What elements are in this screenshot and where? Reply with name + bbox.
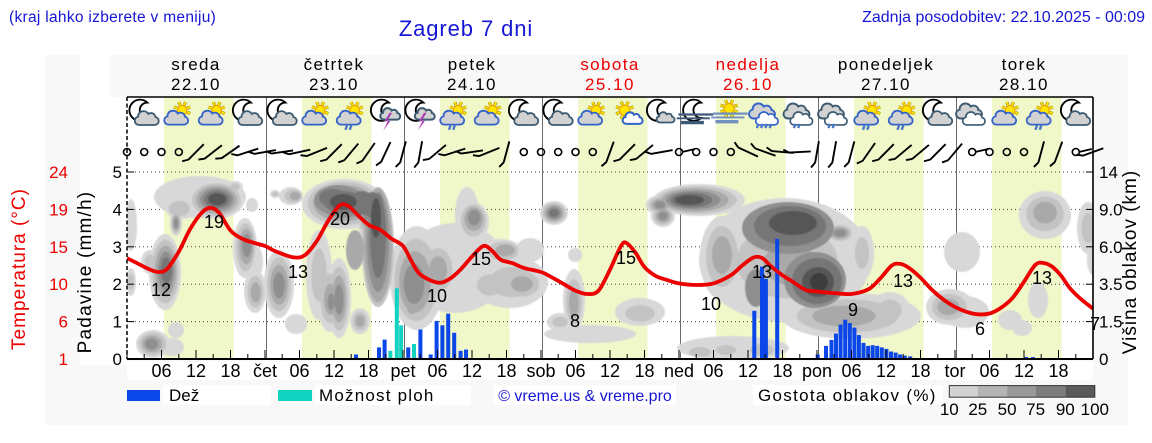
svg-text:15: 15 — [471, 249, 491, 269]
svg-text:14: 14 — [1099, 163, 1118, 182]
svg-text:18: 18 — [358, 361, 378, 381]
svg-text:1.5: 1.5 — [1099, 313, 1123, 332]
svg-text:24: 24 — [49, 163, 68, 182]
svg-text:13: 13 — [288, 262, 308, 282]
svg-text:06: 06 — [565, 361, 585, 381]
svg-text:13: 13 — [893, 271, 913, 291]
svg-text:10: 10 — [701, 294, 721, 314]
svg-text:13: 13 — [1032, 268, 1052, 288]
svg-text:10: 10 — [49, 275, 68, 294]
svg-text:12: 12 — [151, 280, 171, 300]
svg-text:06: 06 — [289, 361, 309, 381]
svg-text:ponedeljek: ponedeljek — [838, 55, 934, 74]
svg-text:pon: pon — [802, 361, 832, 381]
svg-text:sob: sob — [526, 361, 555, 381]
svg-text:18: 18 — [220, 361, 240, 381]
svg-text:Možnost ploh: Možnost ploh — [319, 386, 435, 405]
svg-text:75: 75 — [1026, 400, 1045, 419]
svg-text:0: 0 — [113, 350, 122, 369]
svg-text:06: 06 — [703, 361, 723, 381]
svg-text:5: 5 — [113, 163, 122, 182]
svg-text:torek: torek — [1002, 55, 1047, 74]
svg-text:12: 12 — [738, 361, 758, 381]
svg-text:12: 12 — [1014, 361, 1034, 381]
svg-text:8: 8 — [570, 311, 580, 331]
svg-text:6: 6 — [975, 319, 985, 339]
svg-text:13: 13 — [752, 262, 772, 282]
svg-text:Zadnja posodobitev: 22.10.2025: Zadnja posodobitev: 22.10.2025 - 00:09 — [862, 9, 1145, 26]
svg-text:10: 10 — [940, 400, 959, 419]
svg-text:ned: ned — [664, 361, 694, 381]
svg-text:06: 06 — [841, 361, 861, 381]
svg-text:sobota: sobota — [580, 55, 639, 74]
svg-text:23.10: 23.10 — [309, 75, 359, 94]
svg-text:(kraj lahko izberete v meniju): (kraj lahko izberete v meniju) — [9, 9, 216, 26]
svg-text:pet: pet — [390, 361, 415, 381]
svg-text:28.10: 28.10 — [999, 75, 1049, 94]
svg-text:19: 19 — [49, 200, 68, 219]
svg-text:18: 18 — [634, 361, 654, 381]
svg-text:20: 20 — [330, 209, 350, 229]
svg-text:06: 06 — [427, 361, 447, 381]
svg-text:19: 19 — [204, 212, 224, 232]
svg-text:25.10: 25.10 — [585, 75, 635, 94]
svg-text:0: 0 — [1099, 350, 1108, 369]
svg-text:10: 10 — [427, 286, 447, 306]
svg-text:25: 25 — [968, 400, 987, 419]
svg-text:15: 15 — [49, 238, 68, 257]
svg-text:Gostota oblakov (%): Gostota oblakov (%) — [758, 386, 937, 405]
svg-text:6.0: 6.0 — [1099, 238, 1123, 257]
svg-text:27.10: 27.10 — [861, 75, 911, 94]
svg-text:18: 18 — [1048, 361, 1068, 381]
svg-text:50: 50 — [998, 400, 1017, 419]
svg-text:7: 7 — [1090, 314, 1100, 334]
svg-text:12: 12 — [600, 361, 620, 381]
svg-text:18: 18 — [910, 361, 930, 381]
svg-text:tor: tor — [944, 361, 965, 381]
svg-text:Temperatura (°C): Temperatura (°C) — [9, 188, 30, 350]
svg-text:nedelja: nedelja — [716, 55, 781, 74]
svg-text:Padavine (mm/h): Padavine (mm/h) — [75, 191, 96, 354]
svg-text:6: 6 — [59, 313, 68, 332]
svg-text:1: 1 — [59, 350, 68, 369]
svg-text:© vreme.us & vreme.pro: © vreme.us & vreme.pro — [498, 388, 672, 405]
svg-text:12: 12 — [186, 361, 206, 381]
svg-text:sreda: sreda — [171, 55, 221, 74]
svg-text:90: 90 — [1056, 400, 1075, 419]
svg-text:4: 4 — [113, 200, 122, 219]
svg-text:3.5: 3.5 — [1099, 275, 1123, 294]
svg-text:26.10: 26.10 — [723, 75, 773, 94]
svg-text:22.10: 22.10 — [171, 75, 221, 94]
svg-text:9.0: 9.0 — [1099, 200, 1123, 219]
svg-text:12: 12 — [324, 361, 344, 381]
svg-text:24.10: 24.10 — [447, 75, 497, 94]
svg-text:06: 06 — [979, 361, 999, 381]
svg-text:Višina oblakov (km): Višina oblakov (km) — [1120, 170, 1141, 354]
svg-text:12: 12 — [876, 361, 896, 381]
svg-text:15: 15 — [616, 248, 636, 268]
svg-text:1: 1 — [113, 313, 122, 332]
svg-text:Dež: Dež — [169, 386, 199, 405]
svg-text:12: 12 — [462, 361, 482, 381]
svg-text:čet: čet — [253, 361, 277, 381]
svg-text:100: 100 — [1081, 400, 1109, 419]
svg-text:petek: petek — [448, 55, 497, 74]
svg-text:9: 9 — [848, 300, 858, 320]
svg-text:3: 3 — [113, 238, 122, 257]
svg-text:06: 06 — [151, 361, 171, 381]
svg-text:2: 2 — [113, 275, 122, 294]
svg-text:Zagreb 7 dni: Zagreb 7 dni — [399, 16, 533, 41]
svg-text:18: 18 — [496, 361, 516, 381]
svg-text:18: 18 — [772, 361, 792, 381]
svg-text:četrtek: četrtek — [304, 55, 365, 74]
